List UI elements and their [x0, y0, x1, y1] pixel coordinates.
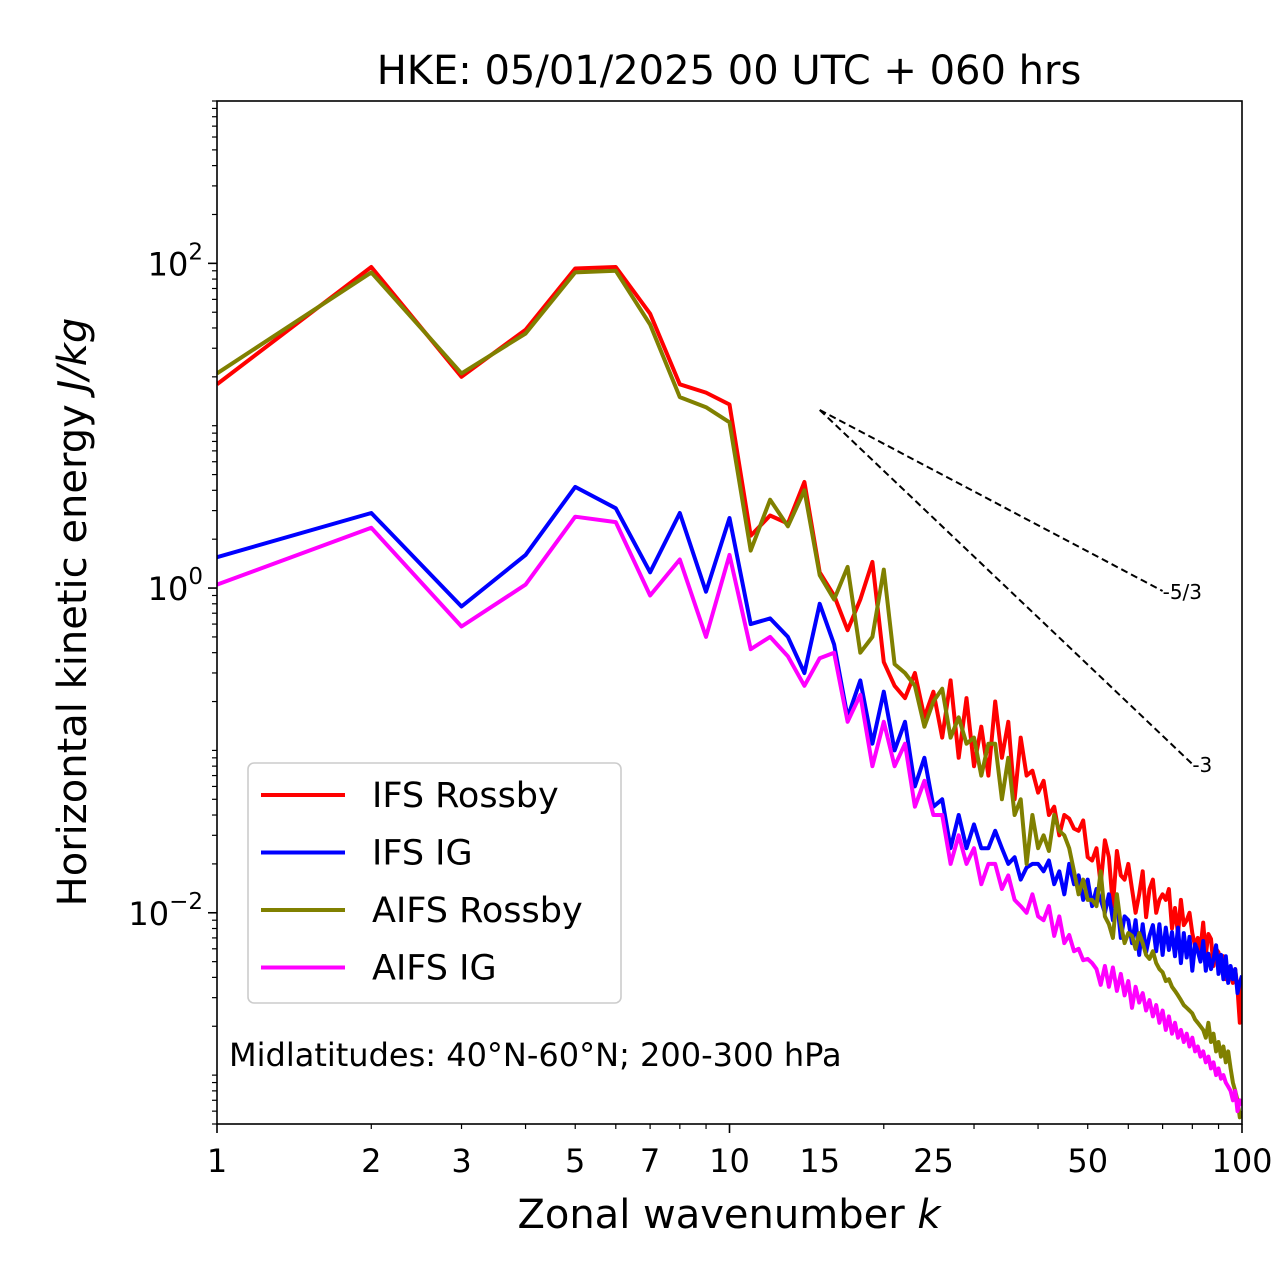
x-tick-label: 2 — [361, 1142, 381, 1180]
reference-slope-label: -3 — [1192, 753, 1212, 777]
x-tick-label: 1 — [207, 1142, 227, 1180]
legend-label: IFS Rossby — [372, 776, 559, 816]
x-axis-label: Zonal wavenumber k — [517, 1192, 942, 1238]
y-tick-label: 102 — [148, 239, 203, 283]
y-axis-ticks: 10−2 100 102 — [128, 100, 217, 1125]
x-tick-label: 3 — [451, 1142, 471, 1180]
legend-label: AIFS Rossby — [372, 891, 583, 931]
x-tick-label: 7 — [640, 1142, 660, 1180]
reference-slope-line — [819, 409, 1164, 592]
reference-slope-labels: -5/3 -3 — [1163, 580, 1213, 777]
x-tick-label: 100 — [1211, 1142, 1272, 1180]
series-line-aifs-rossby — [217, 268, 1242, 1120]
region-annotation: Midlatitudes: 40°N-60°N; 200-300 hPa — [229, 1036, 842, 1074]
chart-title: HKE: 05/01/2025 00 UTC + 060 hrs — [377, 48, 1082, 94]
series-line-aifs-ig — [217, 514, 1242, 1114]
legend: IFS Rossby IFS IG AIFS Rossby AIFS IG — [247, 762, 622, 1004]
y-tick-label: 10−2 — [128, 889, 203, 933]
legend-label: IFS IG — [372, 834, 473, 874]
legend-box — [247, 762, 622, 1004]
series-line-ifs-ig — [217, 484, 1242, 996]
x-axis-ticks: 1 2 3 5 7 10 15 25 50 100 — [207, 1124, 1273, 1180]
series-lines — [217, 265, 1242, 1120]
x-tick-label: 25 — [913, 1142, 954, 1180]
reference-slope-label: -5/3 — [1163, 580, 1202, 604]
y-tick-label: 100 — [148, 564, 203, 608]
legend-label: AIFS IG — [372, 949, 497, 989]
reference-slope-lines — [819, 409, 1194, 765]
reference-slope-line — [819, 409, 1194, 765]
x-tick-label: 15 — [799, 1142, 840, 1180]
x-tick-label: 10 — [709, 1142, 750, 1180]
x-tick-label: 5 — [565, 1142, 585, 1180]
y-axis-label: Horizontal kinetic energy J/kg — [50, 318, 96, 907]
x-tick-label: 50 — [1067, 1142, 1108, 1180]
plot-frame — [216, 100, 1243, 1125]
